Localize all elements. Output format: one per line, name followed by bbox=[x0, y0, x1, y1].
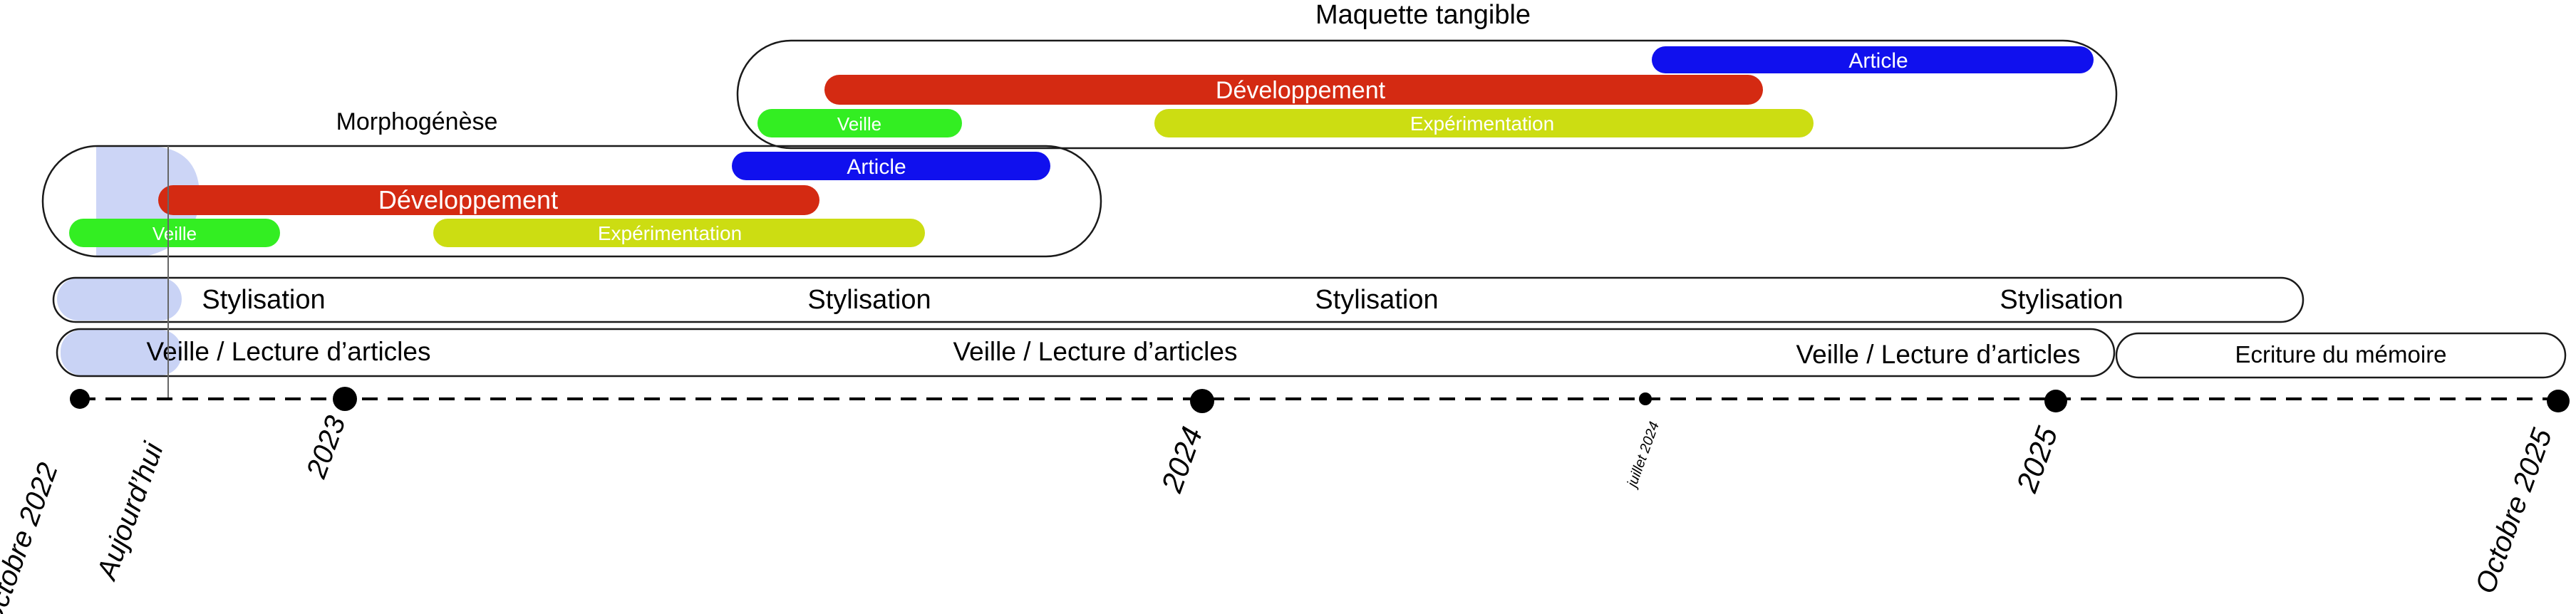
lane-veille-label: Veille / Lecture d’articles bbox=[953, 337, 1238, 366]
milestone-label: juillet 2024 bbox=[1624, 420, 1662, 491]
lane-stylisation-label: Stylisation bbox=[807, 285, 931, 315]
lane-ecriture-memoire: Ecriture du mémoire bbox=[2116, 333, 2565, 378]
maquette-exp-label: Expérimentation bbox=[1410, 113, 1554, 135]
lane-stylisation-label: Stylisation bbox=[2000, 285, 2123, 315]
milestone-dot bbox=[1190, 389, 1214, 413]
morpho-veille-label: Veille bbox=[152, 223, 197, 244]
lane-stylisation: Stylisation Stylisation Stylisation Styl… bbox=[53, 278, 2303, 322]
milestone-label: Octobre 2022 bbox=[0, 459, 64, 614]
group-maquette-tangible: Maquette tangible Article Développement … bbox=[738, 0, 2116, 148]
milestone-label: Aujourd’hui bbox=[90, 438, 170, 585]
timeline-milestones: Octobre 2022 Aujourd’hui 2023 2024 juill… bbox=[0, 387, 2570, 614]
milestone-dot bbox=[70, 389, 90, 409]
morpho-exp-label: Expérimentation bbox=[598, 222, 742, 244]
lane-veille-label: Veille / Lecture d’articles bbox=[147, 337, 431, 366]
milestone-dot bbox=[1639, 392, 1652, 405]
morpho-dev-label: Développement bbox=[378, 185, 558, 214]
maquette-veille-label: Veille bbox=[837, 113, 881, 135]
lane-veille-label: Veille / Lecture d’articles bbox=[1796, 340, 2081, 369]
lane-memoire-label: Ecriture du mémoire bbox=[2235, 341, 2446, 368]
maquette-dev-label: Développement bbox=[1216, 77, 1386, 104]
morpho-article-label: Article bbox=[847, 155, 906, 179]
milestone-label: Octobre 2025 bbox=[2470, 424, 2559, 598]
group-morpho-title: Morphogénèse bbox=[336, 108, 498, 135]
milestone-label: 2023 bbox=[301, 412, 352, 483]
lane-veille-lecture: Veille / Lecture d’articles Veille / Lec… bbox=[57, 329, 2114, 376]
lane-stylisation-frame bbox=[53, 278, 2303, 322]
milestone-dot bbox=[2044, 390, 2067, 412]
milestone-dot bbox=[333, 387, 357, 411]
milestone-label: 2024 bbox=[1154, 422, 1209, 497]
maquette-article-label: Article bbox=[1848, 49, 1908, 73]
group-maquette-title: Maquette tangible bbox=[1315, 0, 1531, 30]
lane-stylisation-label: Stylisation bbox=[202, 285, 325, 315]
milestone-dot bbox=[2547, 390, 2570, 412]
milestone-label: 2025 bbox=[2009, 422, 2064, 497]
lane-stylisation-label: Stylisation bbox=[1315, 285, 1438, 315]
